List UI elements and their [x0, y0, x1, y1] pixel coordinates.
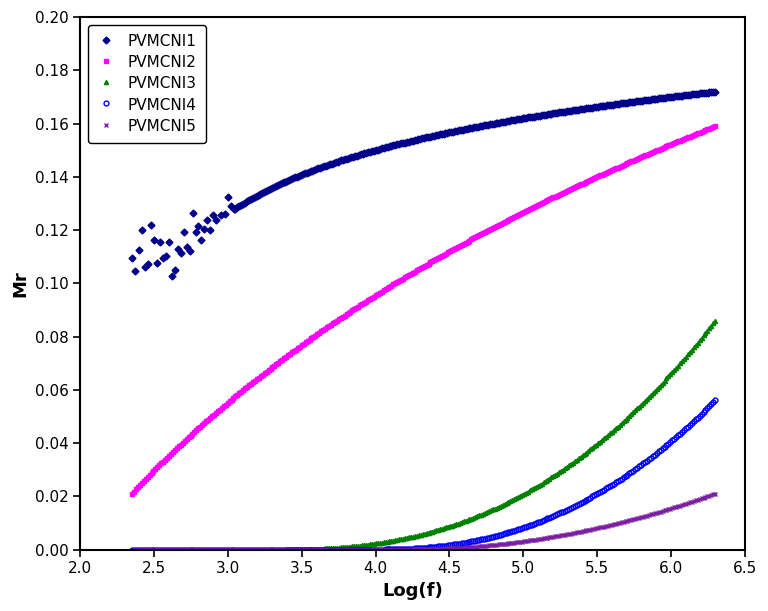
Line: PVMCNI2: PVMCNI2	[130, 124, 717, 496]
PVMCNI1	[270, 183, 279, 191]
PVMCNI3	[656, 381, 665, 389]
PVMCNI5	[127, 546, 137, 553]
Y-axis label: Mr: Mr	[11, 270, 29, 297]
PVMCNI5	[710, 490, 720, 497]
PVMCNI4	[710, 397, 720, 404]
PVMCNI4	[472, 536, 482, 544]
PVMCNI5	[475, 543, 484, 550]
PVMCNI5	[656, 508, 665, 515]
PVMCNI4	[485, 534, 494, 541]
PVMCNI3	[710, 317, 720, 324]
PVMCNI1	[462, 125, 472, 133]
Legend: PVMCNI1, PVMCNI2, PVMCNI3, PVMCNI4, PVMCNI5: PVMCNI1, PVMCNI2, PVMCNI3, PVMCNI4, PVMC…	[88, 25, 206, 143]
PVMCNI1	[710, 88, 720, 95]
PVMCNI2	[475, 232, 484, 239]
PVMCNI2	[472, 233, 482, 240]
PVMCNI4	[127, 546, 137, 553]
PVMCNI4	[619, 474, 628, 481]
PVMCNI2	[127, 490, 137, 497]
Line: PVMCNI1: PVMCNI1	[130, 89, 717, 278]
Line: PVMCNI4: PVMCNI4	[130, 398, 717, 552]
PVMCNI1	[182, 243, 191, 251]
PVMCNI1	[167, 272, 177, 279]
PVMCNI1	[616, 100, 625, 107]
Line: PVMCNI5: PVMCNI5	[130, 491, 717, 552]
PVMCNI2	[656, 145, 665, 153]
PVMCNI5	[485, 542, 494, 549]
PVMCNI4	[129, 546, 138, 553]
PVMCNI4	[656, 446, 665, 453]
PVMCNI3	[619, 418, 628, 425]
PVMCNI3	[129, 546, 138, 553]
PVMCNI3	[472, 513, 482, 520]
PVMCNI5	[472, 543, 482, 550]
Line: PVMCNI3: PVMCNI3	[130, 318, 717, 552]
PVMCNI2	[129, 488, 138, 495]
X-axis label: Log(f): Log(f)	[382, 582, 443, 600]
PVMCNI2	[710, 123, 720, 130]
PVMCNI2	[619, 161, 628, 169]
PVMCNI4	[475, 536, 484, 543]
PVMCNI5	[619, 518, 628, 525]
PVMCNI5	[129, 546, 138, 553]
PVMCNI3	[475, 511, 484, 519]
PVMCNI1	[443, 129, 452, 136]
PVMCNI2	[485, 227, 494, 234]
PVMCNI3	[485, 508, 494, 515]
PVMCNI1	[533, 112, 542, 120]
PVMCNI1	[127, 254, 137, 262]
PVMCNI3	[127, 546, 137, 553]
